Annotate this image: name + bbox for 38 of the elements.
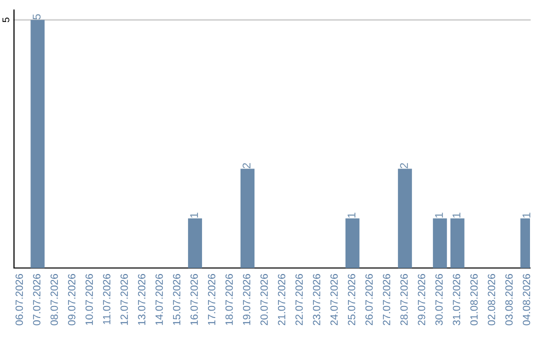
x-tick-label: 09.07.2026 xyxy=(68,274,76,326)
data-label: 1 xyxy=(190,212,198,218)
data-label: 2 xyxy=(400,163,408,168)
x-tick-label: 18.07.2026 xyxy=(225,274,233,325)
x-tick-label: 11.07.2026 xyxy=(103,274,110,324)
x-tick-label: 04.08.2026 xyxy=(522,274,530,326)
x-tick-label: 06.07.2026 xyxy=(16,274,23,326)
x-tick-label: 23.07.2026 xyxy=(312,274,320,326)
x-tick-label: 22.07.2026 xyxy=(295,274,303,326)
x-tick-label: 02.08.2026 xyxy=(488,274,496,326)
x-tick-label: 21.07.2026 xyxy=(278,274,286,326)
x-tick-label: 29.07.2026 xyxy=(418,274,426,326)
x-tick-label: 15.07.2026 xyxy=(172,274,180,325)
x-tick-label: 03.08.2026 xyxy=(505,274,513,326)
x-tick-label: 07.07.2026 xyxy=(33,274,40,326)
x-tick-label: 19.07.2026 xyxy=(242,274,250,325)
x-tick-label: 31.07.2026 xyxy=(452,274,460,326)
data-label: 1 xyxy=(522,212,530,218)
x-tick-label: 25.07.2026 xyxy=(348,274,356,326)
data-label: 5 xyxy=(32,14,41,20)
x-tick-label: 24.07.2026 xyxy=(330,274,338,326)
x-tick-label: 27.07.2026 xyxy=(382,274,390,326)
x-tick-label: 08.07.2026 xyxy=(50,274,58,326)
x-tick-label: 10.07.2026 xyxy=(86,274,93,325)
x-tick-label: 16.07.2026 xyxy=(190,274,198,325)
x-tick-label: 30.07.2026 xyxy=(435,274,443,326)
x-tick-label: 01.08.2026 xyxy=(470,274,478,326)
data-label: 1 xyxy=(435,212,443,218)
data-label: 1 xyxy=(348,212,356,218)
data-label: 1 xyxy=(452,212,460,218)
x-tick-label: 28.07.2026 xyxy=(400,274,408,326)
x-tick-label: 17.07.2026 xyxy=(208,274,216,325)
x-tick-label: 14.07.2026 xyxy=(155,274,163,325)
x-tick-label: 12.07.2026 xyxy=(120,274,128,325)
data-label: 2 xyxy=(242,163,250,168)
x-tick-label: 13.07.2026 xyxy=(138,274,146,325)
x-tick-label: 26.07.2026 xyxy=(365,274,373,326)
x-tick-label: 20.07.2026 xyxy=(260,274,268,326)
